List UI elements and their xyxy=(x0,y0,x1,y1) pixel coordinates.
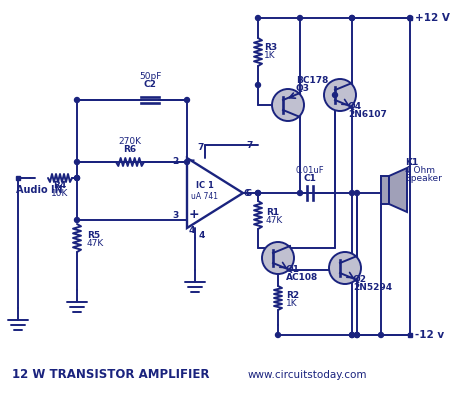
Circle shape xyxy=(74,176,80,180)
Bar xyxy=(408,16,412,20)
Text: -: - xyxy=(189,154,194,167)
Circle shape xyxy=(349,15,355,20)
Circle shape xyxy=(74,217,80,222)
Text: 47K: 47K xyxy=(266,216,283,225)
Text: 2: 2 xyxy=(173,157,179,166)
Circle shape xyxy=(255,15,261,20)
Text: 1K: 1K xyxy=(264,51,275,60)
Text: Speaker: Speaker xyxy=(405,174,442,183)
Circle shape xyxy=(255,191,261,195)
Text: +12 V: +12 V xyxy=(415,13,450,23)
Text: 12 W TRANSISTOR AMPLIFIER: 12 W TRANSISTOR AMPLIFIER xyxy=(12,369,210,382)
Circle shape xyxy=(349,332,355,338)
Text: uA 741: uA 741 xyxy=(191,192,219,201)
Text: R4: R4 xyxy=(54,181,67,190)
Bar xyxy=(408,333,412,337)
Circle shape xyxy=(408,15,412,20)
Text: -12 v: -12 v xyxy=(415,330,444,340)
Text: 4: 4 xyxy=(199,231,205,240)
Text: 50pF: 50pF xyxy=(139,72,161,81)
Circle shape xyxy=(355,191,359,195)
Bar xyxy=(16,176,20,180)
Polygon shape xyxy=(389,168,407,212)
Circle shape xyxy=(275,332,281,338)
Text: 2N5294: 2N5294 xyxy=(353,283,392,292)
Text: Q4: Q4 xyxy=(348,102,362,111)
Text: C2: C2 xyxy=(144,80,156,89)
Circle shape xyxy=(255,191,261,195)
Text: 3: 3 xyxy=(173,211,179,220)
Circle shape xyxy=(298,191,302,195)
Text: R3: R3 xyxy=(264,43,277,52)
Text: Q3: Q3 xyxy=(296,84,310,93)
Text: IC 1: IC 1 xyxy=(196,181,214,190)
Circle shape xyxy=(298,15,302,20)
Text: R2: R2 xyxy=(286,291,299,300)
Circle shape xyxy=(349,15,355,20)
Circle shape xyxy=(184,97,190,103)
Text: 10K: 10K xyxy=(51,189,69,198)
Circle shape xyxy=(355,332,359,338)
Circle shape xyxy=(255,83,261,88)
Text: BC178: BC178 xyxy=(296,76,328,85)
Text: +: + xyxy=(189,208,200,221)
Circle shape xyxy=(272,89,304,121)
Text: 2N6107: 2N6107 xyxy=(348,110,387,119)
Text: 7: 7 xyxy=(198,143,204,152)
Circle shape xyxy=(74,160,80,165)
Text: 1K: 1K xyxy=(286,299,298,308)
Text: 6: 6 xyxy=(244,189,250,198)
Text: R1: R1 xyxy=(266,208,279,217)
Circle shape xyxy=(184,160,190,165)
Text: Audio IN: Audio IN xyxy=(16,185,63,195)
Text: www.circuitstoday.com: www.circuitstoday.com xyxy=(248,370,367,380)
Text: R5: R5 xyxy=(87,231,100,240)
Text: AC108: AC108 xyxy=(286,273,318,282)
Circle shape xyxy=(74,176,80,180)
Text: C1: C1 xyxy=(303,174,317,183)
Text: K1: K1 xyxy=(405,158,418,167)
Circle shape xyxy=(329,252,361,284)
Circle shape xyxy=(349,191,355,195)
Circle shape xyxy=(74,97,80,103)
Text: 4: 4 xyxy=(189,226,195,235)
Circle shape xyxy=(262,242,294,274)
Circle shape xyxy=(379,332,383,338)
Text: 270K: 270K xyxy=(118,137,142,146)
Text: Q2: Q2 xyxy=(353,275,367,284)
Text: 4 Ohm: 4 Ohm xyxy=(405,166,435,175)
Text: 47K: 47K xyxy=(87,239,104,248)
Circle shape xyxy=(332,92,337,97)
Text: R6: R6 xyxy=(123,145,137,154)
Text: 7: 7 xyxy=(246,141,253,150)
Circle shape xyxy=(349,332,355,338)
Text: 0.01uF: 0.01uF xyxy=(296,166,324,175)
Circle shape xyxy=(355,332,359,338)
Bar xyxy=(381,176,389,204)
Text: Q1: Q1 xyxy=(286,265,300,274)
Circle shape xyxy=(324,79,356,111)
Text: 6: 6 xyxy=(246,189,252,198)
